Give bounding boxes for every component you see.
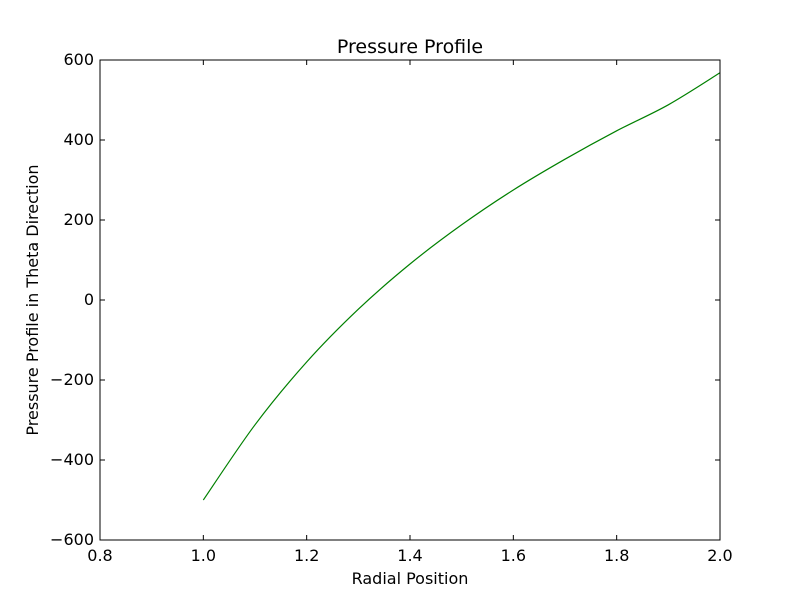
y-tick-label: 600 xyxy=(63,50,94,69)
x-tick-label: 1.8 xyxy=(604,546,629,565)
series-line xyxy=(202,72,721,501)
x-tick-label: 1.0 xyxy=(191,546,216,565)
y-tick-label: 0 xyxy=(84,290,94,309)
y-tick-label: 200 xyxy=(63,210,94,229)
x-tick-label: 1.4 xyxy=(397,546,422,565)
y-tick-label: −200 xyxy=(50,370,94,389)
axes-ticks: 0.8 1.0 1.2 1.4 1.6 1.8 2.0 −600 −400 −200 0 200 400… xyxy=(50,50,733,565)
y-axis-label: Pressure Profile in Theta Direction xyxy=(23,164,42,435)
x-axis-label: Radial Position xyxy=(352,569,469,588)
x-tick-label: 1.2 xyxy=(294,546,319,565)
plot-area xyxy=(202,72,721,501)
y-tick-label: −400 xyxy=(50,450,94,469)
x-tick-label: 2.0 xyxy=(707,546,732,565)
x-tick-label: 0.8 xyxy=(87,546,112,565)
chart-title: Pressure Profile xyxy=(337,36,483,58)
y-tick-label: −600 xyxy=(50,530,94,549)
x-tick-label: 1.6 xyxy=(501,546,526,565)
y-tick-label: 400 xyxy=(63,130,94,149)
